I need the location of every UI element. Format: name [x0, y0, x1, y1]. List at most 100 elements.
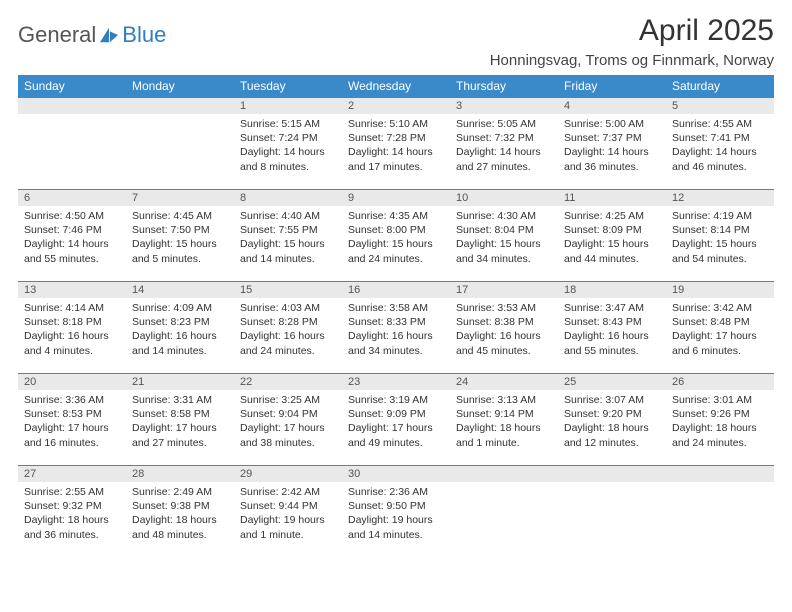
day-number: 3: [450, 97, 558, 114]
sunset-text: Sunset: 8:14 PM: [672, 223, 768, 237]
sunset-text: Sunset: 9:44 PM: [240, 499, 336, 513]
day-body: Sunrise: 3:36 AMSunset: 8:53 PMDaylight:…: [18, 390, 126, 453]
sunset-text: Sunset: 7:37 PM: [564, 131, 660, 145]
sunrise-text: Sunrise: 2:55 AM: [24, 485, 120, 499]
calendar-day-cell: 22Sunrise: 3:25 AMSunset: 9:04 PMDayligh…: [234, 373, 342, 465]
daylight-text: Daylight: 18 hours and 12 minutes.: [564, 421, 660, 449]
day-body: Sunrise: 4:35 AMSunset: 8:00 PMDaylight:…: [342, 206, 450, 269]
calendar-day-cell: [558, 465, 666, 557]
calendar-table: Sunday Monday Tuesday Wednesday Thursday…: [18, 75, 774, 557]
day-number: [18, 97, 126, 114]
day-body: Sunrise: 3:47 AMSunset: 8:43 PMDaylight:…: [558, 298, 666, 361]
sunset-text: Sunset: 7:41 PM: [672, 131, 768, 145]
daylight-text: Daylight: 15 hours and 34 minutes.: [456, 237, 552, 265]
weekday-header-row: Sunday Monday Tuesday Wednesday Thursday…: [18, 75, 774, 97]
sunset-text: Sunset: 8:43 PM: [564, 315, 660, 329]
sunset-text: Sunset: 7:46 PM: [24, 223, 120, 237]
day-number: 11: [558, 189, 666, 206]
calendar-day-cell: 23Sunrise: 3:19 AMSunset: 9:09 PMDayligh…: [342, 373, 450, 465]
day-body: Sunrise: 3:01 AMSunset: 9:26 PMDaylight:…: [666, 390, 774, 453]
day-number: 24: [450, 373, 558, 390]
sunset-text: Sunset: 8:38 PM: [456, 315, 552, 329]
day-body: Sunrise: 4:40 AMSunset: 7:55 PMDaylight:…: [234, 206, 342, 269]
sunset-text: Sunset: 8:48 PM: [672, 315, 768, 329]
day-body: Sunrise: 2:42 AMSunset: 9:44 PMDaylight:…: [234, 482, 342, 545]
sunset-text: Sunset: 7:28 PM: [348, 131, 444, 145]
day-number: [126, 97, 234, 114]
day-body: Sunrise: 3:58 AMSunset: 8:33 PMDaylight:…: [342, 298, 450, 361]
daylight-text: Daylight: 14 hours and 27 minutes.: [456, 145, 552, 173]
day-number: 12: [666, 189, 774, 206]
day-number: 23: [342, 373, 450, 390]
daylight-text: Daylight: 14 hours and 46 minutes.: [672, 145, 768, 173]
month-title: April 2025: [490, 14, 774, 48]
weekday-header: Tuesday: [234, 75, 342, 97]
day-number: [558, 465, 666, 482]
calendar-day-cell: 1Sunrise: 5:15 AMSunset: 7:24 PMDaylight…: [234, 97, 342, 189]
day-body: Sunrise: 4:55 AMSunset: 7:41 PMDaylight:…: [666, 114, 774, 177]
day-number: 2: [342, 97, 450, 114]
day-body: [450, 482, 558, 552]
sunrise-text: Sunrise: 3:31 AM: [132, 393, 228, 407]
daylight-text: Daylight: 18 hours and 48 minutes.: [132, 513, 228, 541]
calendar-day-cell: 28Sunrise: 2:49 AMSunset: 9:38 PMDayligh…: [126, 465, 234, 557]
daylight-text: Daylight: 15 hours and 44 minutes.: [564, 237, 660, 265]
page-header: General Blue April 2025 Honningsvag, Tro…: [18, 14, 774, 69]
calendar-day-cell: [666, 465, 774, 557]
sunrise-text: Sunrise: 4:35 AM: [348, 209, 444, 223]
sunset-text: Sunset: 8:58 PM: [132, 407, 228, 421]
daylight-text: Daylight: 17 hours and 38 minutes.: [240, 421, 336, 449]
sunrise-text: Sunrise: 3:01 AM: [672, 393, 768, 407]
weekday-header: Thursday: [450, 75, 558, 97]
day-number: 20: [18, 373, 126, 390]
day-body: Sunrise: 3:19 AMSunset: 9:09 PMDaylight:…: [342, 390, 450, 453]
daylight-text: Daylight: 17 hours and 6 minutes.: [672, 329, 768, 357]
sunrise-text: Sunrise: 4:19 AM: [672, 209, 768, 223]
day-number: 27: [18, 465, 126, 482]
calendar-day-cell: 13Sunrise: 4:14 AMSunset: 8:18 PMDayligh…: [18, 281, 126, 373]
sunset-text: Sunset: 8:09 PM: [564, 223, 660, 237]
daylight-text: Daylight: 18 hours and 1 minute.: [456, 421, 552, 449]
day-body: Sunrise: 4:45 AMSunset: 7:50 PMDaylight:…: [126, 206, 234, 269]
calendar-day-cell: 24Sunrise: 3:13 AMSunset: 9:14 PMDayligh…: [450, 373, 558, 465]
calendar-day-cell: 3Sunrise: 5:05 AMSunset: 7:32 PMDaylight…: [450, 97, 558, 189]
day-body: Sunrise: 4:19 AMSunset: 8:14 PMDaylight:…: [666, 206, 774, 269]
day-number: 18: [558, 281, 666, 298]
day-body: [126, 114, 234, 184]
weekday-header: Wednesday: [342, 75, 450, 97]
sunrise-text: Sunrise: 4:09 AM: [132, 301, 228, 315]
daylight-text: Daylight: 15 hours and 5 minutes.: [132, 237, 228, 265]
daylight-text: Daylight: 15 hours and 24 minutes.: [348, 237, 444, 265]
weekday-header: Monday: [126, 75, 234, 97]
sunrise-text: Sunrise: 4:03 AM: [240, 301, 336, 315]
day-number: 29: [234, 465, 342, 482]
daylight-text: Daylight: 14 hours and 8 minutes.: [240, 145, 336, 173]
calendar-day-cell: [18, 97, 126, 189]
title-block: April 2025 Honningsvag, Troms og Finnmar…: [490, 14, 774, 69]
day-number: 19: [666, 281, 774, 298]
sunset-text: Sunset: 8:53 PM: [24, 407, 120, 421]
sunrise-text: Sunrise: 3:47 AM: [564, 301, 660, 315]
calendar-week-row: 20Sunrise: 3:36 AMSunset: 8:53 PMDayligh…: [18, 373, 774, 465]
calendar-day-cell: 27Sunrise: 2:55 AMSunset: 9:32 PMDayligh…: [18, 465, 126, 557]
sunrise-text: Sunrise: 2:42 AM: [240, 485, 336, 499]
sunrise-text: Sunrise: 3:42 AM: [672, 301, 768, 315]
day-number: 5: [666, 97, 774, 114]
daylight-text: Daylight: 16 hours and 55 minutes.: [564, 329, 660, 357]
day-body: Sunrise: 3:07 AMSunset: 9:20 PMDaylight:…: [558, 390, 666, 453]
calendar-day-cell: 6Sunrise: 4:50 AMSunset: 7:46 PMDaylight…: [18, 189, 126, 281]
calendar-day-cell: 16Sunrise: 3:58 AMSunset: 8:33 PMDayligh…: [342, 281, 450, 373]
day-number: 17: [450, 281, 558, 298]
day-number: 14: [126, 281, 234, 298]
sunset-text: Sunset: 8:33 PM: [348, 315, 444, 329]
sunrise-text: Sunrise: 5:00 AM: [564, 117, 660, 131]
day-number: 21: [126, 373, 234, 390]
calendar-day-cell: 12Sunrise: 4:19 AMSunset: 8:14 PMDayligh…: [666, 189, 774, 281]
calendar-day-cell: [126, 97, 234, 189]
day-number: 13: [18, 281, 126, 298]
day-body: Sunrise: 4:50 AMSunset: 7:46 PMDaylight:…: [18, 206, 126, 269]
daylight-text: Daylight: 14 hours and 36 minutes.: [564, 145, 660, 173]
day-number: 22: [234, 373, 342, 390]
sunrise-text: Sunrise: 4:40 AM: [240, 209, 336, 223]
calendar-week-row: 13Sunrise: 4:14 AMSunset: 8:18 PMDayligh…: [18, 281, 774, 373]
